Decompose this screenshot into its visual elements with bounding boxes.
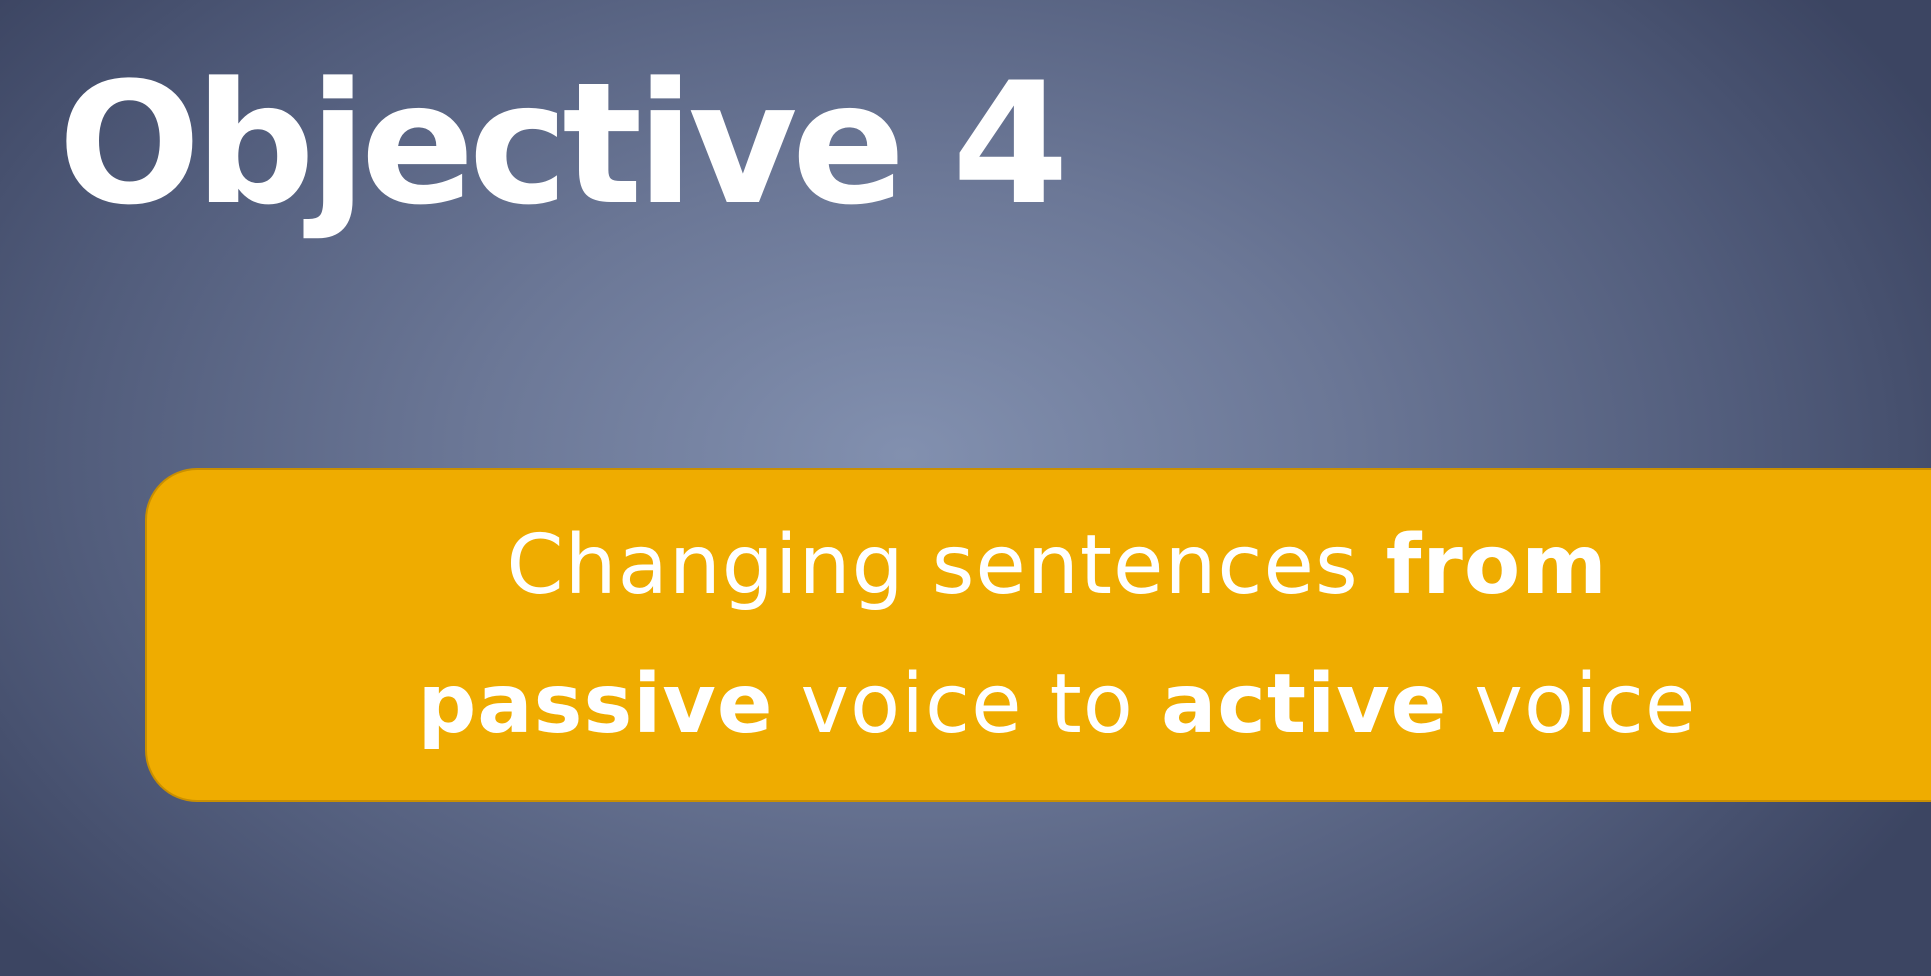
banner-text-changing-sentences: Changing sentences xyxy=(506,517,1386,613)
objective-description: Changing sentences from passive voice to … xyxy=(307,496,1807,775)
banner-text-voice: voice xyxy=(1447,657,1697,752)
slide-title: Objective 4 xyxy=(58,46,1069,242)
banner-text-active: active xyxy=(1160,657,1448,752)
banner-text-passive: passive xyxy=(417,657,774,752)
banner-text-from: from xyxy=(1385,517,1608,613)
objective-banner: Changing sentences from passive voice to … xyxy=(145,468,1931,802)
banner-text-voice-to: voice to xyxy=(773,657,1161,752)
